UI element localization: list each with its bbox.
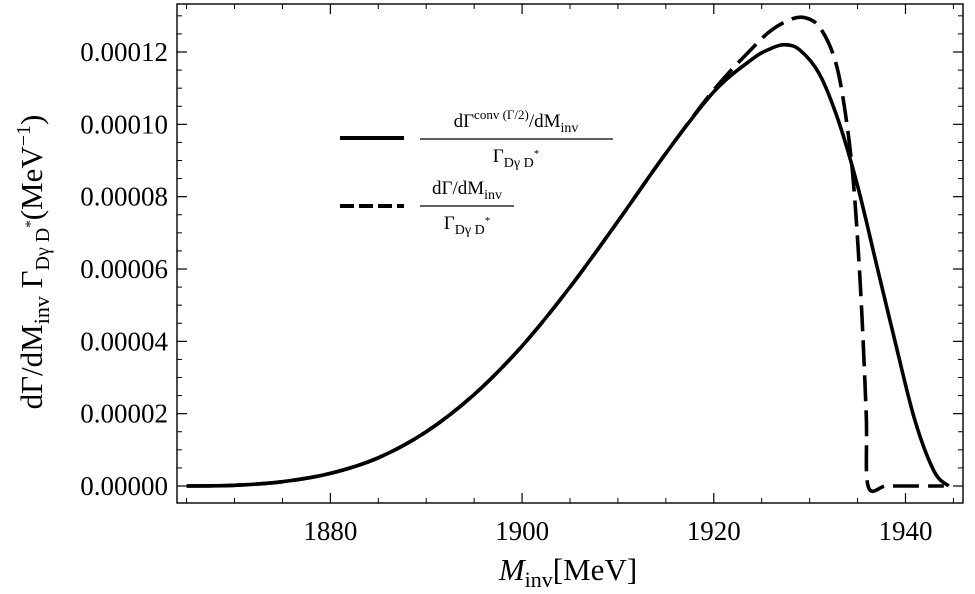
plot-frame	[176, 3, 964, 504]
axis-ticks	[177, 4, 963, 503]
y-tick-label: 0.00004	[80, 326, 168, 356]
legend-label-dashed-denominator: ΓDγ D*	[444, 213, 490, 238]
y-tick-label: 0.00012	[80, 37, 168, 67]
y-tick-label: 0.00010	[80, 109, 168, 139]
series-line-solid	[186, 42, 950, 488]
x-tick-label: 1900	[495, 516, 549, 546]
legend: dΓconv (Γ/2)/dMinv ΓDγ D* dΓ/dMinv ΓDγ D…	[340, 107, 613, 238]
series-line-dashed	[186, 15, 944, 494]
x-tick-label: 1880	[303, 516, 357, 546]
x-axis-label: Minv[MeV]	[498, 552, 637, 592]
y-tick-labels: 0.00000 0.00002 0.00004 0.00006 0.00008 0.000…	[80, 37, 168, 501]
legend-label-solid-denominator: ΓDγ D*	[493, 146, 539, 171]
x-tick-labels: 1880 1900 1920 1940	[303, 516, 932, 546]
x-tick-label: 1940	[878, 516, 932, 546]
legend-label-dashed-numerator: dΓ/dMinv	[432, 178, 502, 203]
y-tick-label: 0.00002	[80, 399, 168, 429]
y-tick-label: 0.00008	[80, 182, 168, 212]
y-tick-label: 0.00000	[80, 471, 168, 501]
series-lines	[186, 15, 950, 494]
x-tick-label: 1920	[687, 516, 741, 546]
y-tick-label: 0.00006	[80, 254, 168, 284]
legend-label-solid-numerator: dΓconv (Γ/2)/dMinv	[454, 107, 579, 136]
y-axis-label: dΓ/dMinv ΓDγ D*(MeV−1)	[13, 115, 54, 410]
